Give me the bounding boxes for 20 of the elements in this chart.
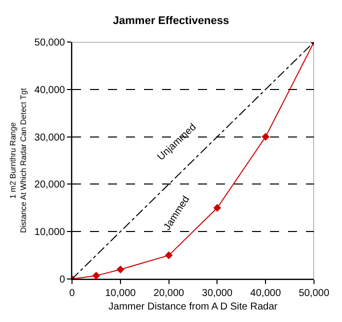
x-tick-label: 10,000 (105, 288, 136, 299)
y-tick-label: 50,000 (34, 38, 66, 48)
chart-title: Jammer Effectiveness (112, 14, 230, 27)
point (164, 251, 173, 260)
point (92, 272, 100, 279)
y-tick-label: 10,000 (34, 227, 66, 238)
y-tick-label: 0 (59, 274, 66, 286)
y-axis-title: 1 m2 Burnthru Range Distance At Which Radar Can Detect Tgt (8, 87, 28, 233)
x-axis-title: Jammer Distance from A D Site Radar (108, 302, 278, 312)
point (262, 132, 270, 141)
x-tick-label: 0 (69, 288, 76, 299)
point (116, 266, 124, 274)
x-tick-label: 30,000 (202, 288, 233, 299)
y-tick-label: 30,000 (34, 132, 66, 144)
x-tick-label: 20,000 (154, 288, 185, 299)
point (213, 204, 222, 212)
y-tick-label: 20,000 (34, 180, 66, 191)
y-tick-label: 40,000 (34, 84, 66, 96)
x-tick-label: 50,000 (298, 288, 330, 299)
x-tick-label: 40,000 (250, 288, 282, 299)
